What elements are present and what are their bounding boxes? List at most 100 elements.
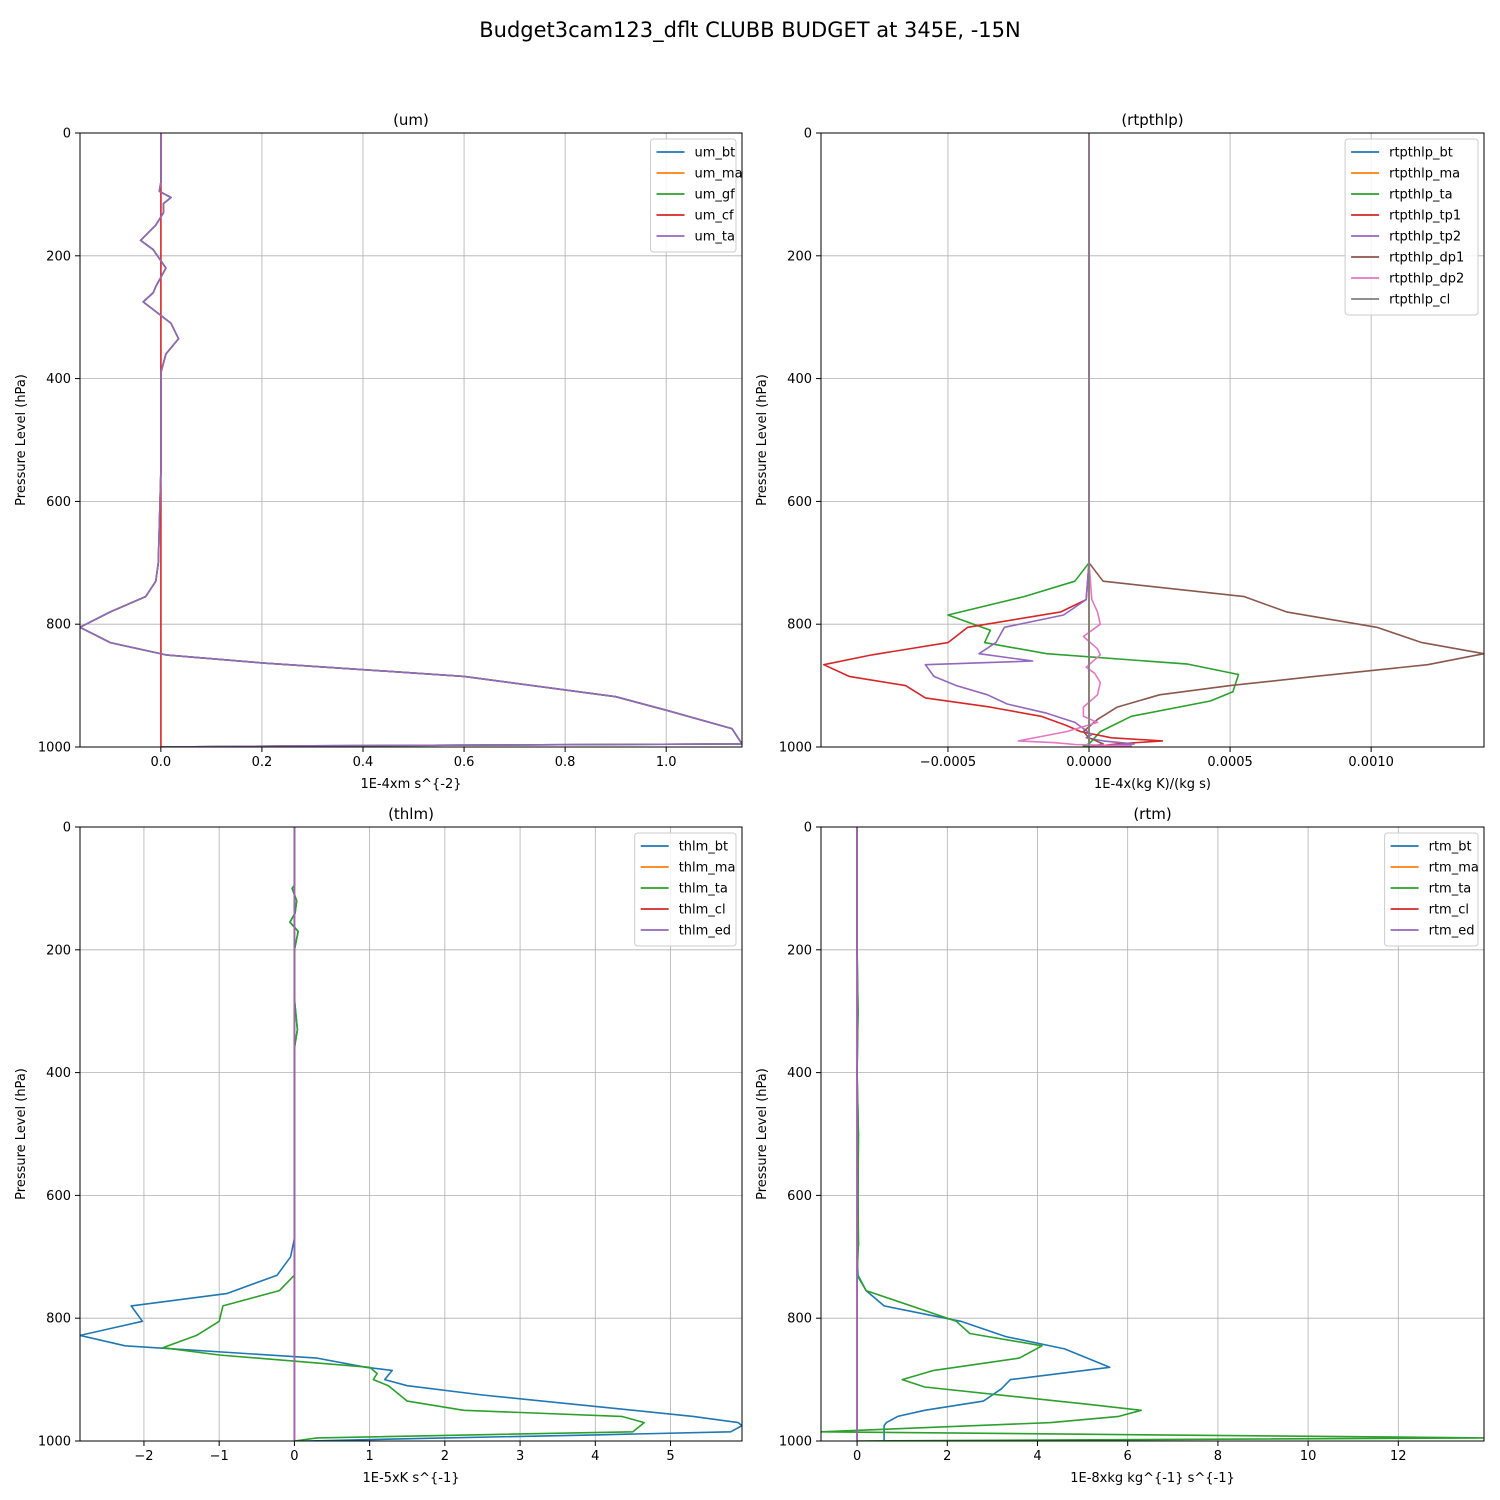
y-tick-label: 800 xyxy=(787,618,812,633)
y-tick-label: 1000 xyxy=(38,1435,71,1450)
y-tick-label: 600 xyxy=(787,1189,812,1204)
chart-panel-1: −0.0005 0.0000 0.0005 0.0010 0 200 400 600 800 10… xyxy=(755,111,1485,792)
x-tick-label: 0 xyxy=(290,1449,298,1464)
x-tick-label: 2 xyxy=(943,1449,951,1464)
x-axis-label: 1E-5xK s^{-1} xyxy=(363,1471,460,1486)
legend: rtm_bt rtm_ma rtm_ta rtm_cl rtm_ed xyxy=(1384,832,1479,947)
plot-frame xyxy=(79,132,743,748)
legend-entry-um_ta: um_ta xyxy=(695,230,735,245)
legend-entry-rtpthlp_dp2: rtpthlp_dp2 xyxy=(1389,272,1464,287)
legend-entry-um_gf: um_gf xyxy=(695,188,736,203)
y-axis-label: Pressure Level (hPa) xyxy=(755,1068,770,1200)
y-axis-label: Pressure Level (hPa) xyxy=(755,374,770,506)
y-tick-label: 200 xyxy=(787,249,812,264)
y-tick-label: 0 xyxy=(804,821,812,836)
x-tick-label: 0.6 xyxy=(454,755,475,770)
series-lines xyxy=(822,133,1484,747)
x-tick-label: 1 xyxy=(365,1449,373,1464)
legend-entry-rtpthlp_tp2: rtpthlp_tp2 xyxy=(1389,230,1461,245)
legend-entry-um_cf: um_cf xyxy=(695,209,735,224)
x-tick-label: −0.0005 xyxy=(920,755,976,770)
y-tick-label: 400 xyxy=(787,372,812,387)
legend-entry-rtm_ta: rtm_ta xyxy=(1429,882,1472,897)
legend-entry-rtpthlp_dp1: rtpthlp_dp1 xyxy=(1389,251,1464,266)
legend-entry-thlm_bt: thlm_bt xyxy=(679,840,728,855)
legend-entry-um_bt: um_bt xyxy=(695,146,736,161)
plot-frame xyxy=(820,132,1485,748)
y-tick-label: 600 xyxy=(46,495,71,510)
legend: rtpthlp_bt rtpthlp_ma rtpthlp_ta rtpthlp_tp… xyxy=(1344,138,1479,316)
chart-panel-3: 0 2 4 6 8 10 12 0 200 400 600 800 1000 (rtm) 1E-8xkg k… xyxy=(755,805,1485,1486)
legend: um_bt um_ma um_gf um_cf um_ta xyxy=(650,138,743,253)
series-lines xyxy=(80,827,742,1441)
x-tick-label: 1.0 xyxy=(656,755,677,770)
x-axis-label: 1E-4x(kg K)/(kg s) xyxy=(1094,777,1211,792)
panel-title: (rtm) xyxy=(1133,805,1171,823)
y-tick-label: 1000 xyxy=(779,741,812,756)
legend-entry-rtm_bt: rtm_bt xyxy=(1429,840,1472,855)
y-tick-label: 800 xyxy=(46,1312,71,1327)
x-tick-label: 12 xyxy=(1390,1449,1407,1464)
chart-panel-2: −2 −1 0 1 2 3 4 5 0 200 400 600 800 1000 (thlm) 1E-5xK … xyxy=(14,805,743,1486)
legend: thlm_bt thlm_ma thlm_ta thlm_cl thlm_ed xyxy=(634,832,737,947)
legend-entry-rtm_cl: rtm_cl xyxy=(1429,903,1469,918)
y-tick-label: 600 xyxy=(787,495,812,510)
legend-entry-rtpthlp_bt: rtpthlp_bt xyxy=(1389,146,1453,161)
legend-entry-rtpthlp_cl: rtpthlp_cl xyxy=(1389,293,1450,308)
y-tick-label: 200 xyxy=(46,249,71,264)
x-tick-label: 8 xyxy=(1214,1449,1222,1464)
x-axis-label: 1E-8xkg kg^{-1} s^{-1} xyxy=(1070,1471,1235,1486)
legend-entry-thlm_ed: thlm_ed xyxy=(679,924,731,939)
series-line-rtpthlp_tp1 xyxy=(822,133,1164,747)
x-tick-label: 0.2 xyxy=(252,755,273,770)
x-tick-label: 0.0000 xyxy=(1066,755,1112,770)
x-tick-label: 4 xyxy=(591,1449,599,1464)
series-line-rtm_ta xyxy=(821,827,1484,1441)
x-tick-label: 0.0010 xyxy=(1348,755,1394,770)
legend-entry-rtpthlp_tp1: rtpthlp_tp1 xyxy=(1389,209,1461,224)
x-tick-label: 5 xyxy=(666,1449,674,1464)
series-line-thlm_ta xyxy=(162,827,646,1441)
y-tick-label: 0 xyxy=(804,127,812,142)
x-tick-label: 0.0005 xyxy=(1207,755,1253,770)
legend-box xyxy=(1344,138,1479,316)
series-line-rtpthlp_ta xyxy=(947,133,1240,747)
y-axis-label: Pressure Level (hPa) xyxy=(14,374,29,506)
plot-frame xyxy=(79,826,743,1442)
y-tick-label: 200 xyxy=(46,943,71,958)
y-tick-label: 200 xyxy=(787,943,812,958)
figure-title: Budget3cam123_dflt CLUBB BUDGET at 345E,… xyxy=(479,18,1020,43)
panel-title: (rtpthlp) xyxy=(1121,111,1183,129)
series-lines xyxy=(821,827,1484,1441)
panel-title: (um) xyxy=(393,111,429,129)
legend-entry-rtm_ma: rtm_ma xyxy=(1429,861,1479,876)
y-tick-label: 800 xyxy=(46,618,71,633)
legend-entry-um_ma: um_ma xyxy=(695,167,743,182)
legend-entry-thlm_ta: thlm_ta xyxy=(679,882,728,897)
legend-box xyxy=(634,832,737,947)
y-tick-label: 400 xyxy=(46,1066,71,1081)
legend-box xyxy=(1384,832,1479,947)
x-tick-label: 4 xyxy=(1033,1449,1041,1464)
legend-entry-thlm_ma: thlm_ma xyxy=(679,861,736,876)
x-axis-label: 1E-4xm s^{-2} xyxy=(360,777,461,792)
y-axis-label: Pressure Level (hPa) xyxy=(14,1068,29,1200)
x-tick-label: 0.8 xyxy=(555,755,576,770)
y-tick-label: 1000 xyxy=(38,741,71,756)
legend-entry-rtpthlp_ta: rtpthlp_ta xyxy=(1389,188,1452,203)
y-tick-label: 0 xyxy=(63,821,71,836)
y-tick-label: 400 xyxy=(46,372,71,387)
x-tick-label: −2 xyxy=(134,1449,153,1464)
legend-entry-rtpthlp_ma: rtpthlp_ma xyxy=(1389,167,1460,182)
x-tick-label: 0 xyxy=(853,1449,861,1464)
y-tick-label: 1000 xyxy=(779,1435,812,1450)
x-tick-label: −1 xyxy=(210,1449,229,1464)
chart-panel-0: 0.0 0.2 0.4 0.6 0.8 1.0 0 200 400 600 800 1000 (um) 1… xyxy=(14,111,743,792)
x-tick-label: 3 xyxy=(516,1449,524,1464)
x-tick-label: 2 xyxy=(441,1449,449,1464)
y-tick-label: 600 xyxy=(46,1189,71,1204)
series-line-rtpthlp_dp1 xyxy=(1082,133,1484,747)
series-lines xyxy=(80,133,742,747)
